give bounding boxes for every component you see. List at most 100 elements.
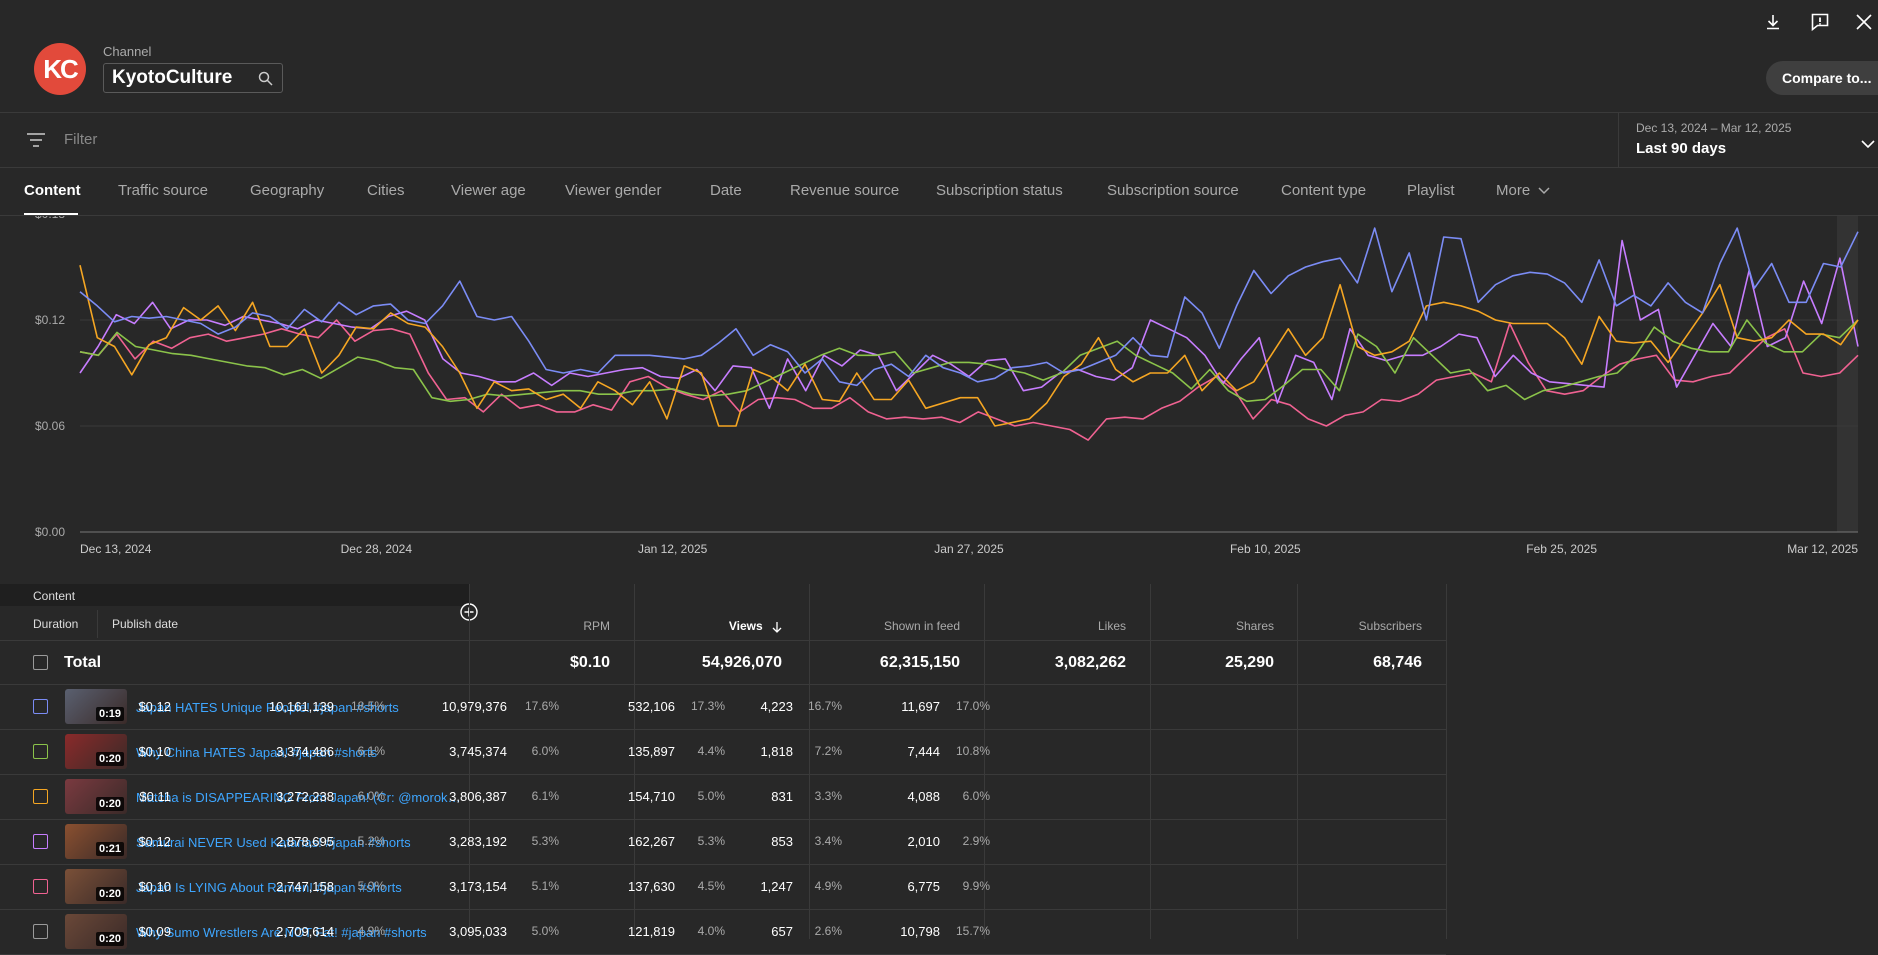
x-tick-label: Feb 25, 2025 xyxy=(1526,542,1597,556)
video-thumbnail[interactable]: 0:20 xyxy=(65,734,127,769)
duration-header[interactable]: Duration xyxy=(33,617,79,631)
likes-header[interactable]: Likes xyxy=(1097,619,1126,633)
row-views-pct: 4.9% xyxy=(357,924,385,938)
section-label: Content xyxy=(33,589,76,603)
shares-header[interactable]: Shares xyxy=(1235,619,1274,633)
row-views: 3,374,486 xyxy=(276,744,334,759)
video-duration: 0:20 xyxy=(95,752,124,766)
row-checkbox[interactable] xyxy=(33,924,48,939)
video-thumbnail[interactable]: 0:19 xyxy=(65,689,127,724)
row-checkbox[interactable] xyxy=(33,879,48,894)
row-likes: 121,819 xyxy=(628,924,675,939)
row-checkbox[interactable] xyxy=(33,744,48,759)
row-shown: 3,095,033 xyxy=(449,924,507,939)
tab-subscription-status[interactable]: Subscription status xyxy=(936,182,1063,199)
channel-avatar: KC xyxy=(34,43,86,95)
tab-content[interactable]: Content xyxy=(24,182,81,199)
video-thumbnail[interactable]: 0:21 xyxy=(65,824,127,859)
row-shown: 3,806,387 xyxy=(449,789,507,804)
tab-viewer-gender[interactable]: Viewer gender xyxy=(565,182,662,199)
tab-playlist[interactable]: Playlist xyxy=(1407,182,1455,199)
row-shares-pct: 16.7% xyxy=(807,699,842,713)
channel-label: Channel xyxy=(103,44,152,59)
tab-revenue-source[interactable]: Revenue source xyxy=(790,182,900,199)
row-likes-pct: 17.3% xyxy=(690,699,725,713)
series-line xyxy=(79,239,1859,410)
table-row[interactable]: 0:20 Why China HATES Japan! #japan #short… xyxy=(0,730,1446,775)
row-views-pct: 18.5% xyxy=(350,699,385,713)
tab-cities[interactable]: Cities xyxy=(367,182,405,199)
publish-date-header[interactable]: Publish date xyxy=(112,617,179,631)
search-icon[interactable] xyxy=(254,67,276,89)
channel-picker[interactable]: KyotoCulture xyxy=(103,63,283,93)
total-shares: 25,290 xyxy=(1225,654,1274,671)
video-thumbnail[interactable]: 0:20 xyxy=(65,779,127,814)
row-shares: 4,223 xyxy=(760,699,793,714)
row-views: 10,161,139 xyxy=(268,699,334,714)
table-row[interactable]: 0:20 Japan Is LYING About Ramen! #japan #… xyxy=(0,865,1446,910)
row-shares-pct: 4.9% xyxy=(814,879,842,893)
hover-band xyxy=(1837,216,1858,532)
compare-button[interactable]: Compare to... xyxy=(1766,61,1878,95)
row-checkbox[interactable] xyxy=(33,699,48,714)
row-shares: 853 xyxy=(771,834,793,849)
rpm-header[interactable]: RPM xyxy=(583,619,610,633)
divider xyxy=(97,610,98,638)
row-likes: 135,897 xyxy=(628,744,675,759)
row-likes-pct: 4.0% xyxy=(697,924,725,938)
tab-more[interactable]: More xyxy=(1496,182,1550,199)
date-range-picker[interactable]: Dec 13, 2024 – Mar 12, 2025 Last 90 days xyxy=(1618,113,1878,168)
table-row[interactable]: 0:19 Japan HATES Unique People! #japan #s… xyxy=(0,685,1446,730)
feedback-icon[interactable] xyxy=(1806,8,1834,36)
row-likes-pct: 4.5% xyxy=(697,879,725,893)
tab-subscription-source[interactable]: Subscription source xyxy=(1107,182,1239,199)
row-likes: 154,710 xyxy=(628,789,675,804)
filter-input[interactable]: Filter xyxy=(64,131,98,148)
row-shown: 3,173,154 xyxy=(449,879,507,894)
video-thumbnail[interactable]: 0:20 xyxy=(65,914,127,949)
filter-icon[interactable] xyxy=(26,132,46,153)
views-header[interactable]: Views xyxy=(729,619,782,633)
table-row[interactable]: 0:20 Why Sumo Wrestlers Are NOT Fat! #jap… xyxy=(0,910,1446,955)
tab-date[interactable]: Date xyxy=(710,182,742,199)
row-rpm: $0.09 xyxy=(138,924,171,939)
divider xyxy=(1446,584,1447,939)
row-likes-pct: 5.0% xyxy=(697,789,725,803)
row-subscribers: 4,088 xyxy=(907,789,940,804)
row-shares-pct: 3.3% xyxy=(814,789,842,803)
y-tick-label: $0.06 xyxy=(35,419,65,433)
table-row[interactable]: 0:20 Matcha is DISAPPEARING From Japan! (… xyxy=(0,775,1446,820)
download-icon[interactable] xyxy=(1759,8,1787,36)
channel-value: KyotoCulture xyxy=(112,67,233,88)
row-checkbox[interactable] xyxy=(33,834,48,849)
row-views: 2,878,695 xyxy=(276,834,334,849)
video-thumbnail[interactable]: 0:20 xyxy=(65,869,127,904)
divider xyxy=(469,584,470,939)
date-range-preset: Last 90 days xyxy=(1636,140,1727,157)
table-row[interactable]: 0:21 Samurai NEVER Used Katanas! #japan #… xyxy=(0,820,1446,865)
subscribers-header[interactable]: Subscribers xyxy=(1358,619,1422,633)
row-shown-pct: 6.1% xyxy=(531,789,559,803)
row-subscribers-pct: 15.7% xyxy=(955,924,990,938)
x-tick-label: Dec 28, 2024 xyxy=(341,542,413,556)
close-icon[interactable] xyxy=(1850,8,1878,36)
date-range-dates: Dec 13, 2024 – Mar 12, 2025 xyxy=(1636,121,1792,135)
row-shares-pct: 2.6% xyxy=(814,924,842,938)
row-subscribers: 7,444 xyxy=(907,744,940,759)
row-likes: 532,106 xyxy=(628,699,675,714)
row-subscribers-pct: 9.9% xyxy=(962,879,990,893)
row-likes-pct: 5.3% xyxy=(697,834,725,848)
row-checkbox[interactable] xyxy=(33,789,48,804)
tab-viewer-age[interactable]: Viewer age xyxy=(451,182,526,199)
row-rpm: $0.10 xyxy=(138,744,171,759)
content-table: Content Duration Publish date RPM Views … xyxy=(0,584,1878,955)
shown-in-feed-header[interactable]: Shown in feed xyxy=(883,619,960,633)
series-line xyxy=(79,319,1859,441)
tab-geography[interactable]: Geography xyxy=(250,182,325,199)
tab-content-type[interactable]: Content type xyxy=(1281,182,1367,199)
total-checkbox[interactable] xyxy=(33,655,48,670)
row-subscribers-pct: 6.0% xyxy=(962,789,990,803)
tab-traffic-source[interactable]: Traffic source xyxy=(118,182,209,199)
row-shares-pct: 3.4% xyxy=(814,834,842,848)
divider xyxy=(809,584,810,939)
